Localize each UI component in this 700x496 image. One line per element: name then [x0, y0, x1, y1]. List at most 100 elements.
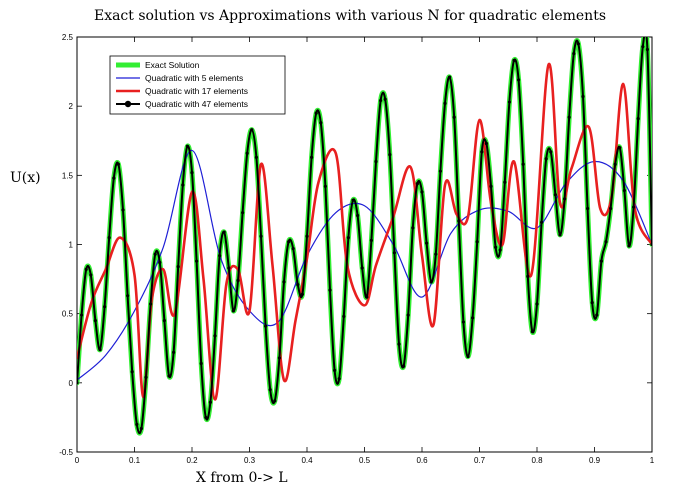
series-47-marker: [599, 259, 604, 263]
series-47-marker: [273, 399, 277, 403]
series-47-marker: [84, 267, 88, 271]
series-47-marker: [195, 259, 199, 263]
series-47-marker: [158, 260, 162, 265]
series-47-marker: [622, 188, 627, 193]
series-47-marker: [406, 313, 410, 317]
series-47-marker: [632, 205, 636, 209]
series-47-marker: [199, 361, 203, 366]
series-47-marker: [190, 170, 194, 175]
series-47-marker: [434, 252, 438, 256]
legend-label: Quadratic with 47 elements: [145, 99, 248, 109]
series-47-marker: [80, 313, 84, 317]
series-47-marker: [517, 78, 521, 82]
y-tick-label: 0: [69, 379, 74, 388]
y-tick-label: 1: [69, 241, 74, 250]
series-47-marker: [337, 377, 341, 381]
series-47-marker: [116, 162, 120, 166]
series-47-marker: [581, 94, 585, 99]
series-47-marker: [172, 350, 176, 354]
y-tick-label: 2.5: [62, 33, 74, 42]
legend-label: Quadratic with 5 elements: [145, 73, 243, 83]
series-47-marker: [287, 240, 291, 244]
series-47-marker: [77, 381, 79, 385]
series-47-marker: [112, 176, 116, 180]
series-47-marker: [121, 208, 125, 212]
series-47-marker: [507, 100, 511, 104]
series-47-marker: [130, 370, 134, 374]
series-47-marker: [254, 155, 258, 159]
series-47-marker: [245, 151, 249, 155]
y-tick-label: 0.5: [62, 310, 74, 319]
series-47-marker: [351, 198, 355, 202]
series-47-marker: [411, 226, 415, 230]
x-axis-label: X from 0-> L: [196, 470, 288, 486]
series-47-marker: [448, 75, 452, 79]
series-47-marker: [489, 184, 493, 188]
series-47-marker: [503, 180, 507, 184]
chart-title: Exact solution vs Approximations with va…: [93, 8, 607, 24]
series-47-marker: [535, 302, 539, 306]
series-47-marker: [181, 183, 185, 187]
x-tick-label: 0.4: [301, 456, 313, 465]
series-47-marker: [586, 206, 590, 211]
series-47-marker: [264, 324, 268, 328]
series-47-marker: [613, 162, 617, 166]
series-47-marker: [291, 247, 295, 251]
series-quadratic-47: [77, 37, 652, 435]
series-47-marker: [208, 400, 212, 404]
series-47-marker: [471, 316, 475, 320]
series-47-marker: [590, 301, 594, 305]
series-47-marker: [365, 295, 369, 299]
series-47-marker: [544, 157, 548, 161]
x-tick-label: 0.9: [589, 456, 601, 465]
series-47-marker: [149, 302, 153, 306]
series-47-marker: [342, 314, 346, 319]
series-quadratic-17: [77, 63, 652, 401]
series-47-marker: [126, 294, 130, 298]
x-tick-label: 0.8: [531, 456, 543, 465]
series-47-marker: [89, 273, 93, 277]
series-47-marker: [576, 42, 581, 46]
series-47-marker: [420, 190, 424, 194]
series-47-marker: [103, 305, 107, 309]
series-47-marker: [397, 342, 401, 346]
series-47-marker: [282, 280, 286, 284]
series-47-marker: [457, 219, 461, 223]
series-quadratic-5: [77, 149, 652, 381]
series-47-marker: [277, 356, 281, 360]
legend-label: Quadratic with 17 elements: [145, 86, 248, 96]
series-47-marker: [369, 238, 373, 242]
y-tick-label: 1.5: [62, 171, 74, 180]
series-47-marker: [402, 364, 406, 368]
series-47-marker: [333, 368, 337, 372]
series-47-marker: [360, 266, 364, 270]
series-47-marker: [319, 121, 323, 125]
y-tick-label: 2: [69, 102, 74, 111]
x-tick-label: 1: [650, 456, 655, 465]
legend-label: Exact Solution: [145, 60, 200, 70]
series-47-marker: [530, 330, 535, 334]
series-47-marker: [241, 211, 245, 215]
x-tick-label: 0.3: [244, 456, 256, 465]
series-47-marker: [250, 128, 254, 132]
series-47-marker: [618, 146, 622, 150]
series-47-marker: [429, 280, 433, 284]
series-47-marker: [231, 309, 235, 313]
series-47-marker: [636, 117, 640, 121]
series-47-marker: [484, 141, 488, 146]
series-47-marker: [268, 388, 272, 392]
series-47-marker: [379, 99, 383, 103]
series-47-marker: [443, 101, 447, 105]
x-tick-label: 0.7: [474, 456, 486, 465]
series-47-marker: [222, 230, 226, 234]
series-47-marker: [356, 213, 360, 218]
series-47-marker: [167, 374, 171, 378]
series-47-marker: [310, 155, 314, 159]
series-47-marker: [218, 253, 222, 258]
series-47-marker: [494, 245, 498, 249]
x-tick-label: 0: [75, 456, 80, 465]
series-47-marker: [93, 318, 97, 323]
x-tick-label: 0.2: [186, 456, 198, 465]
x-tick-label: 0.1: [129, 456, 141, 465]
series-47-marker: [480, 150, 484, 154]
